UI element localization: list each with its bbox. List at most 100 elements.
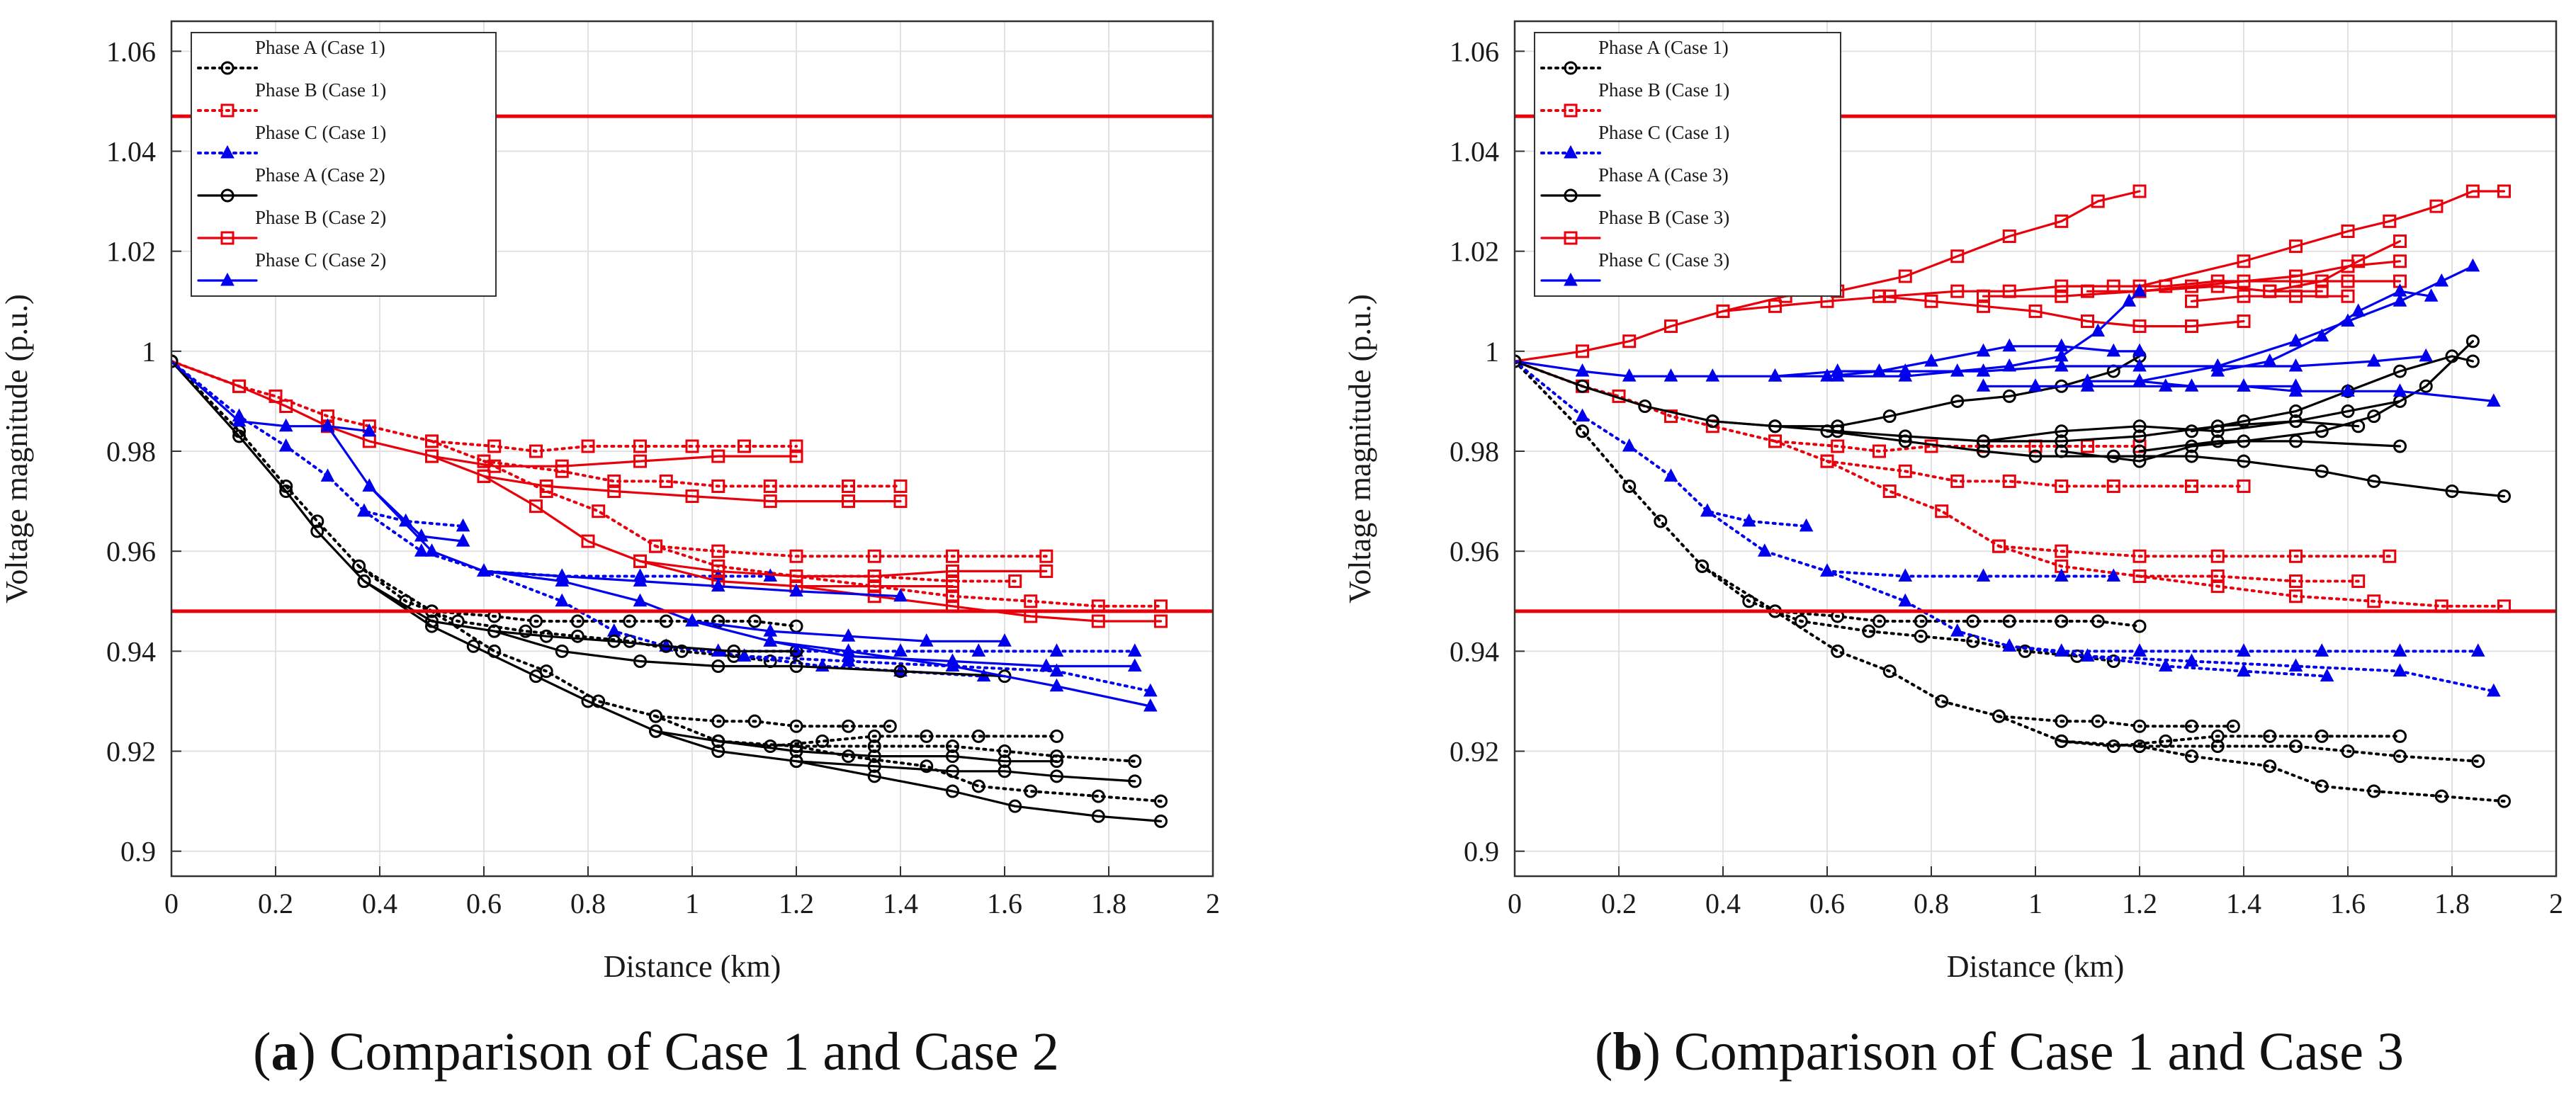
data-point-a-4-2-2 <box>581 534 595 548</box>
legend-label-b-1: Phase B (Case 1) <box>1598 79 1729 101</box>
data-point-a-0-1-3 <box>519 624 533 638</box>
series-line-a-3-3 <box>795 760 1163 823</box>
y-axis-label-b: Voltage magnitude (p.u.) <box>1343 294 1377 604</box>
data-point-a-3-2-4 <box>946 749 959 764</box>
data-point-a-3-3-0 <box>789 754 803 769</box>
data-point-a-2-2-7 <box>971 643 986 657</box>
data-point-a-0-4-6 <box>1050 729 1063 743</box>
data-point-b-0-2-2 <box>1882 664 1897 679</box>
data-point-a-3-0-9 <box>659 639 673 653</box>
data-point-b-0-0-10 <box>2002 614 2016 628</box>
data-point-b-0-0-13 <box>2132 619 2147 633</box>
series-line-a-4-2 <box>482 475 1048 578</box>
x-tick-label-b-10: 2 <box>2549 888 2563 919</box>
data-point-b-0-5-3 <box>2315 779 2329 793</box>
data-point-a-3-3-3 <box>1008 799 1022 813</box>
data-point-b-5-5-5 <box>2434 273 2449 287</box>
data-point-b-4-1-4 <box>1950 249 1965 264</box>
data-point-a-0-2-9 <box>883 719 897 733</box>
data-point-a-5-3-2 <box>633 593 648 607</box>
data-point-a-0-4-4 <box>920 729 934 743</box>
data-point-b-0-0-9 <box>1966 614 1980 628</box>
data-point-a-0-5-6 <box>1154 794 1168 808</box>
x-tick-label-a-5: 1 <box>685 888 699 919</box>
data-point-b-4-0-1 <box>1576 344 1590 358</box>
data-point-b-1-2-1 <box>1882 484 1897 498</box>
data-point-b-5-2-7 <box>2132 283 2147 297</box>
legend-label-a-4: Phase B (Case 2) <box>255 207 386 228</box>
data-point-a-5-3-7 <box>998 633 1012 647</box>
data-point-b-2-2-8 <box>2393 643 2407 657</box>
series-b-4 <box>1515 184 2511 363</box>
series-line-b-3-5 <box>2138 440 2402 453</box>
data-point-b-4-2-6 <box>2185 319 2198 334</box>
data-point-b-3-1-0 <box>1705 414 1719 429</box>
data-point-a-3-4-3 <box>711 659 725 674</box>
data-point-b-1-0-7 <box>1872 444 1886 458</box>
data-point-a-3-3-5 <box>1154 814 1168 828</box>
data-point-b-0-4-5 <box>2315 729 2329 743</box>
data-point-a-3-1-8 <box>867 759 881 774</box>
data-point-b-5-0-9 <box>2054 358 2069 372</box>
series-layer-b <box>1515 184 2511 808</box>
data-point-b-1-2-2 <box>1935 504 1949 518</box>
data-point-b-5-4-5 <box>2341 383 2355 397</box>
data-point-a-4-1-4 <box>685 489 699 504</box>
y-tick-label-b-3: 0.96 <box>1450 536 1499 567</box>
data-point-a-1-0-8 <box>581 439 595 453</box>
data-point-b-1-4-2 <box>2289 589 2303 604</box>
data-point-b-2-0-3 <box>1663 468 1678 482</box>
data-point-a-5-2-5 <box>711 578 725 592</box>
y-tick-label-a-6: 1.02 <box>106 236 156 268</box>
data-point-b-1-4-0 <box>2132 569 2147 583</box>
data-point-a-0-2-2 <box>539 664 553 679</box>
data-point-a-4-1-0 <box>425 449 439 463</box>
data-point-b-5-0-1 <box>1575 363 1590 377</box>
data-point-a-3-0-2 <box>279 484 293 498</box>
data-point-b-0-1-4 <box>1914 629 1928 643</box>
x-tick-label-a-2: 0.4 <box>362 888 397 919</box>
data-point-b-1-3-0 <box>1992 539 2006 553</box>
series-b-2 <box>1515 360 2501 697</box>
data-point-b-4-7-1 <box>2315 274 2329 288</box>
y-tick-label-b-5: 1 <box>1485 336 1499 368</box>
data-point-b-3-1-3 <box>1882 409 1897 424</box>
data-point-a-1-0-6 <box>487 439 502 453</box>
data-point-b-1-2-4 <box>2055 544 2069 558</box>
x-tick-label-b-8: 1.6 <box>2330 888 2366 919</box>
data-point-b-4-1-5 <box>2002 230 2016 244</box>
data-point-b-4-5-7 <box>2497 184 2511 198</box>
data-point-b-3-6-6 <box>2465 354 2480 368</box>
legend-label-b-4: Phase B (Case 3) <box>1598 207 1729 228</box>
series-line-b-4-3 <box>1982 285 2323 298</box>
data-point-a-3-3-4 <box>1091 809 1105 823</box>
x-tick-label-b-0: 0 <box>1508 888 1522 919</box>
data-point-b-0-2-8 <box>2185 719 2198 733</box>
data-point-b-2-4-4 <box>2486 683 2501 697</box>
data-point-a-3-0-3 <box>310 524 324 538</box>
data-point-a-2-2-9 <box>1127 643 1142 657</box>
data-point-b-5-3-0 <box>1976 378 1991 392</box>
data-point-a-2-4-0 <box>737 648 752 662</box>
data-point-b-4-3-3 <box>2210 279 2225 293</box>
data-point-a-5-3-0 <box>477 563 491 577</box>
series-a-4 <box>171 360 1168 628</box>
data-point-b-4-0-3 <box>1664 319 1678 334</box>
data-point-a-2-4-4 <box>1143 683 1158 697</box>
data-point-b-4-5-2 <box>2289 239 2303 254</box>
data-point-b-3-5-1 <box>2210 434 2225 448</box>
data-point-b-5-1-1 <box>1820 368 1834 382</box>
caption-b: (b) Comparison of Case 1 and Case 3 <box>1595 1022 2404 1082</box>
legend-marker-a-0 <box>220 61 235 75</box>
data-point-b-3-0-2 <box>1638 400 1652 414</box>
y-tick-label-a-1: 0.92 <box>106 736 156 768</box>
data-point-a-1-1-6 <box>763 479 777 493</box>
data-point-b-4-1-8 <box>2132 184 2147 198</box>
data-point-b-0-0-3 <box>1654 514 1668 528</box>
data-point-a-5-5-4 <box>1143 698 1158 712</box>
data-point-b-5-4-4 <box>2288 383 2303 397</box>
data-point-a-4-0-7 <box>555 459 569 473</box>
y-tick-label-b-8: 1.06 <box>1450 35 1499 67</box>
series-line-a-3-2 <box>654 730 1058 763</box>
data-point-b-2-3-0 <box>2002 638 2017 652</box>
